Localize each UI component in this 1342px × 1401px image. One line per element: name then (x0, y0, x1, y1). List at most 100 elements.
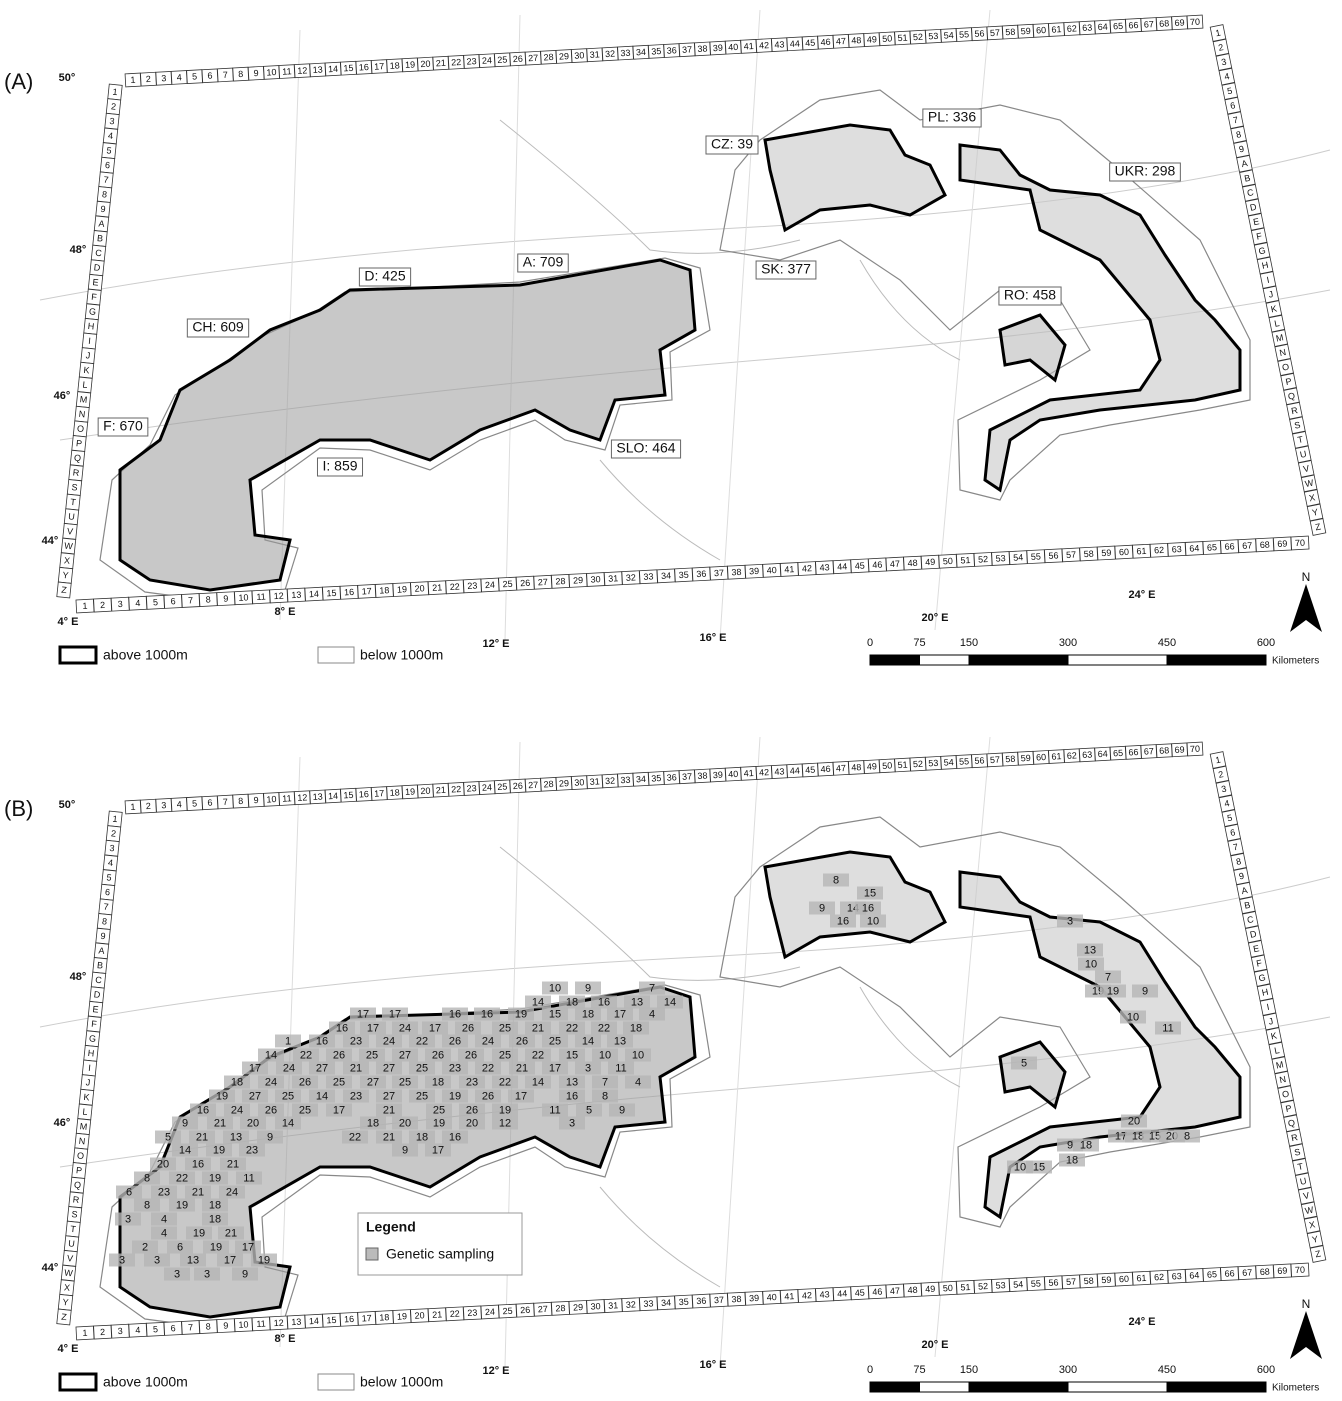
grid-index: 58 (1002, 25, 1018, 39)
grid-index: X (1304, 490, 1320, 507)
grid-index: 11 (279, 65, 295, 79)
sampling-count: 27 (249, 1090, 261, 1102)
grid-index: K (79, 1089, 93, 1105)
sampling-count: 15 (864, 887, 876, 899)
grid-index: 38 (695, 42, 711, 56)
sampling-count: 3 (569, 1117, 575, 1129)
sampling-count: 22 (482, 1062, 494, 1074)
sampling-count: 26 (466, 1104, 478, 1116)
grid-index: G (1254, 970, 1270, 987)
sampling-count: 17 (367, 1022, 379, 1034)
sampling-count: 13 (614, 1035, 626, 1047)
grid-index-label: 57 (1066, 1276, 1077, 1287)
grid-index: 46 (818, 762, 834, 776)
grid-index: 34 (657, 1296, 675, 1310)
grid-index: 38 (727, 1292, 745, 1306)
grid-index: 50 (879, 32, 895, 46)
grid-index: S (67, 480, 81, 496)
sampling-count: 10 (1127, 1011, 1139, 1023)
grid-index-label: 53 (928, 31, 939, 42)
grid-index: 36 (692, 567, 710, 581)
grid-index: L (78, 1104, 92, 1120)
grid-index: 48 (848, 34, 864, 48)
grid-index-label: 53 (995, 553, 1006, 564)
grid-index-label: 56 (1048, 550, 1059, 561)
grid-index: 70 (1291, 536, 1309, 550)
grid-index: 43 (771, 765, 787, 779)
sampling-count: 18 (566, 996, 578, 1008)
grid-index-label: M (79, 394, 87, 405)
grid-index-label: 37 (714, 568, 725, 579)
sampling-count: 11 (1162, 1022, 1173, 1034)
grid-index: 2 (106, 826, 120, 842)
grid-index-label: L (82, 1107, 88, 1117)
grid-index-label: 2 (146, 74, 152, 84)
grid-index: 55 (956, 755, 972, 769)
grid-index: Q (70, 450, 84, 466)
grid-index-label: 25 (497, 54, 508, 65)
grid-index-label: U (68, 511, 75, 522)
grid-index: L (1269, 315, 1285, 332)
grid-index: 7 (217, 68, 233, 82)
grid-index: H (84, 1045, 98, 1061)
grid-index-label: 29 (573, 1302, 584, 1313)
grid-index-label: 9 (100, 204, 106, 214)
grid-index: 31 (587, 48, 603, 62)
grid-index-label: 6 (170, 1323, 176, 1333)
grid-index: V (1298, 461, 1314, 478)
grid-index-label: 7 (103, 902, 109, 912)
sampling-count: 26 (299, 1076, 311, 1088)
grid-index: 3 (1216, 54, 1232, 71)
grid-index-label: 1 (82, 601, 88, 611)
grid-index-label: 31 (589, 776, 600, 787)
sampling-count: 26 (516, 1035, 528, 1047)
grid-index-label: 42 (802, 563, 813, 574)
sampling-count: 8 (1184, 1130, 1190, 1142)
grid-index-label: 36 (666, 45, 677, 56)
country-label: D: 425 (364, 268, 405, 284)
grid-index: 36 (692, 1294, 710, 1308)
scale-segment (1167, 655, 1266, 665)
grid-index-label: 69 (1174, 17, 1185, 28)
grid-index-label: 34 (636, 774, 647, 785)
grid-index-label: 21 (432, 1309, 443, 1320)
grid-index-label: N (78, 409, 85, 420)
grid-index-label: 37 (682, 771, 693, 782)
grid-index: Z (57, 582, 71, 598)
grid-index-label: 68 (1260, 1266, 1271, 1277)
grid-index: 7 (99, 899, 113, 915)
grid-index-label: 8 (102, 916, 108, 926)
grid-index: 14 (305, 1314, 323, 1328)
grid-index: R (1287, 402, 1303, 419)
sampling-count: 3 (154, 1254, 160, 1266)
sampling-count: 8 (144, 1172, 150, 1184)
grid-index-label: 64 (1189, 543, 1200, 554)
grid-index: E (1248, 941, 1264, 958)
sampling-count: 3 (585, 1062, 591, 1074)
grid-index-label: 1 (112, 87, 118, 97)
sampling-count: 22 (176, 1172, 188, 1184)
sampling-count: 26 (449, 1035, 461, 1047)
grid-index-label: 26 (520, 1305, 531, 1316)
grid-index: V (63, 1250, 77, 1266)
grid-index: S (1290, 1144, 1306, 1161)
grid-index-label: B (97, 960, 104, 971)
grid-index-label: 49 (867, 34, 878, 45)
grid-index: 42 (756, 766, 772, 780)
grid-index-label: 21 (432, 582, 443, 593)
grid-index-label: 52 (913, 759, 924, 770)
grid-index: I (1260, 999, 1276, 1016)
grid-index-label: 55 (959, 756, 970, 767)
sampling-count: 19 (433, 1117, 445, 1129)
grid-index-label: H (87, 1048, 94, 1059)
grid-index: 66 (1125, 18, 1141, 32)
grid-index-label: 50 (882, 33, 893, 44)
grid-index-label: 38 (697, 44, 708, 55)
grid-index-label: E (92, 277, 99, 288)
grid-index-label: P (76, 1165, 83, 1176)
grid-index: 55 (1027, 550, 1045, 564)
longitude-label: 12° E (482, 638, 509, 650)
grid-index-label: 45 (855, 1287, 866, 1298)
grid-index: 4 (1219, 68, 1235, 85)
sampling-count: 17 (357, 1008, 369, 1020)
